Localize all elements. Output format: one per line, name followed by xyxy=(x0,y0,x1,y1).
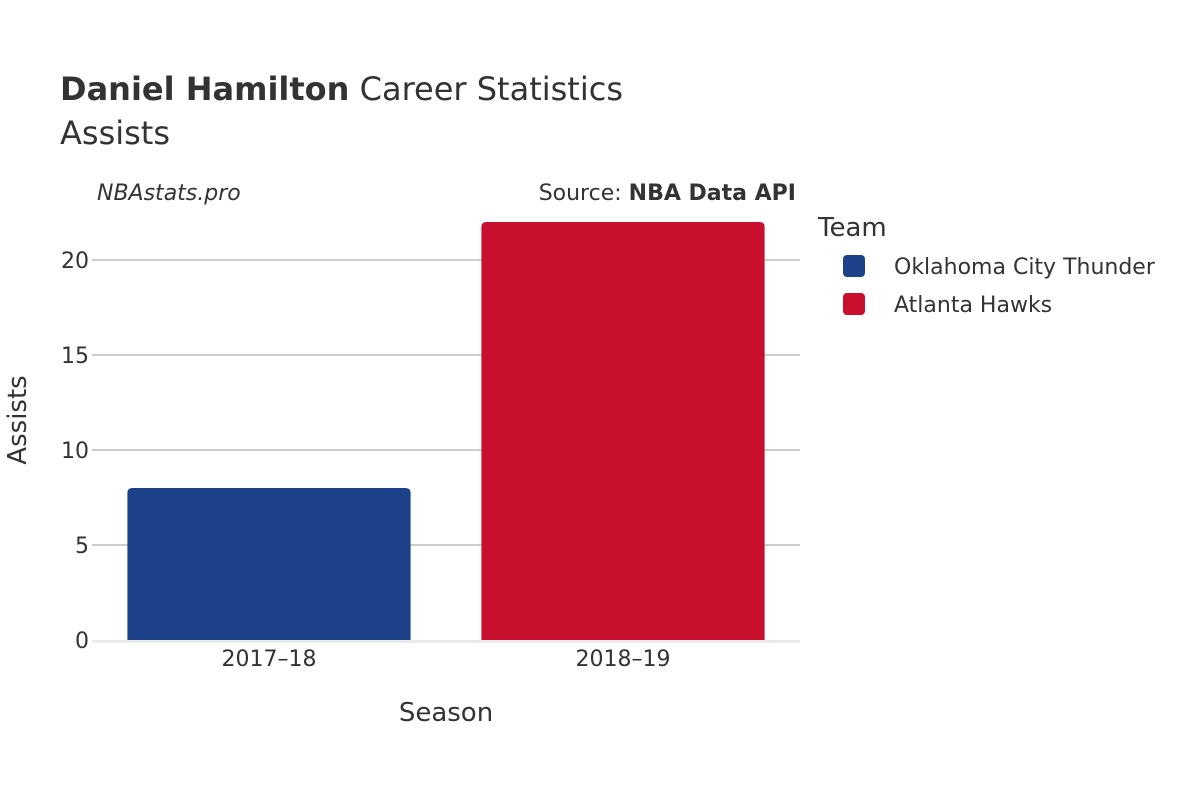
x-tick-labels: 2017–18 2018–19 xyxy=(222,647,671,672)
y-tick-label: 0 xyxy=(75,629,89,654)
x-axis-title: Season xyxy=(399,698,493,728)
legend-item[interactable]: Atlanta Hawks xyxy=(894,293,1052,318)
y-axis-title: Assists xyxy=(3,375,33,464)
legend-item[interactable]: Oklahoma City Thunder xyxy=(894,255,1156,280)
chart-subtitle: Assists xyxy=(60,114,170,152)
bar-2017–18[interactable] xyxy=(127,488,411,640)
bar-2018–19[interactable] xyxy=(481,222,765,640)
y-tick-label: 5 xyxy=(75,534,89,559)
legend-swatch xyxy=(843,293,865,315)
bars xyxy=(127,222,765,640)
site-credit: NBAstats.pro xyxy=(97,181,241,206)
x-tick-label: 2018–19 xyxy=(576,647,671,672)
player-name: Daniel Hamilton xyxy=(60,70,349,108)
legend-title: Team xyxy=(817,213,887,243)
y-tick-labels: 0 5 10 15 20 xyxy=(61,249,89,654)
chart-title: Daniel Hamilton Career Statistics xyxy=(60,70,623,108)
y-tick-label: 10 xyxy=(61,439,89,464)
y-tick-label: 15 xyxy=(61,344,89,369)
source-prefix: Source: xyxy=(539,181,629,206)
legend: Oklahoma City Thunder Atlanta Hawks xyxy=(843,255,1156,318)
source-name: NBA Data API xyxy=(629,181,796,206)
legend-swatch xyxy=(843,255,865,277)
source-credit: Source: NBA Data API xyxy=(539,181,796,206)
title-rest: Career Statistics xyxy=(349,70,623,108)
y-tick-label: 20 xyxy=(61,249,89,274)
x-tick-label: 2017–18 xyxy=(222,647,317,672)
